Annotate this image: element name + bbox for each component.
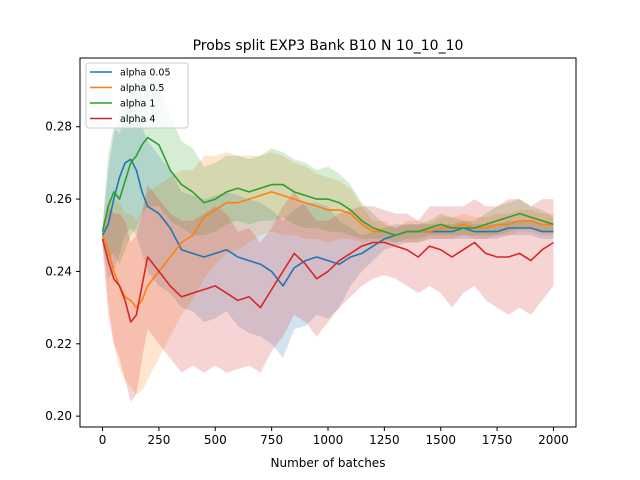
legend-label: alpha 0.05 — [120, 68, 171, 79]
y-axis: 0.20 0.22 0.24 0.26 0.28 — [45, 120, 80, 423]
band-series-0 — [102, 97, 554, 359]
x-tick-label: 2000 — [538, 433, 569, 447]
band-series-3 — [102, 184, 554, 402]
legend-label: alpha 4 — [120, 114, 155, 125]
y-tick-label: 0.20 — [45, 409, 72, 423]
y-tick-label: 0.24 — [45, 264, 72, 278]
confidence-bands — [102, 68, 554, 402]
legend: alpha 0.05 alpha 0.5 alpha 1 alpha 4 — [85, 62, 189, 129]
line-series-0 — [101, 158, 554, 287]
line-series-3 — [101, 238, 554, 323]
line-series-2 — [101, 136, 554, 237]
legend-label: alpha 0.5 — [120, 83, 164, 94]
band-series-1 — [102, 152, 554, 395]
x-tick-label: 0 — [99, 433, 107, 447]
y-tick-label: 0.22 — [45, 337, 72, 351]
x-tick-label: 1750 — [482, 433, 513, 447]
series-lines — [101, 136, 554, 323]
x-tick-label: 250 — [147, 433, 170, 447]
x-tick-label: 1500 — [425, 433, 456, 447]
y-tick-label: 0.26 — [45, 192, 72, 206]
x-tick-label: 1000 — [313, 433, 344, 447]
legend-box — [85, 62, 189, 129]
legend-label: alpha 1 — [120, 99, 155, 110]
x-tick-label: 1250 — [369, 433, 400, 447]
x-tick-label: 500 — [204, 433, 227, 447]
y-tick-label: 0.28 — [45, 120, 72, 134]
chart-title: Probs split EXP3 Bank B10 N 10_10_10 — [193, 38, 464, 54]
band-series-2 — [102, 68, 554, 265]
x-axis: 0 250 500 750 1000 1250 1500 1750 2000 — [99, 427, 569, 447]
x-tick-label: 750 — [260, 433, 283, 447]
x-axis-label: Number of batches — [271, 456, 386, 470]
line-series-1 — [101, 191, 554, 309]
